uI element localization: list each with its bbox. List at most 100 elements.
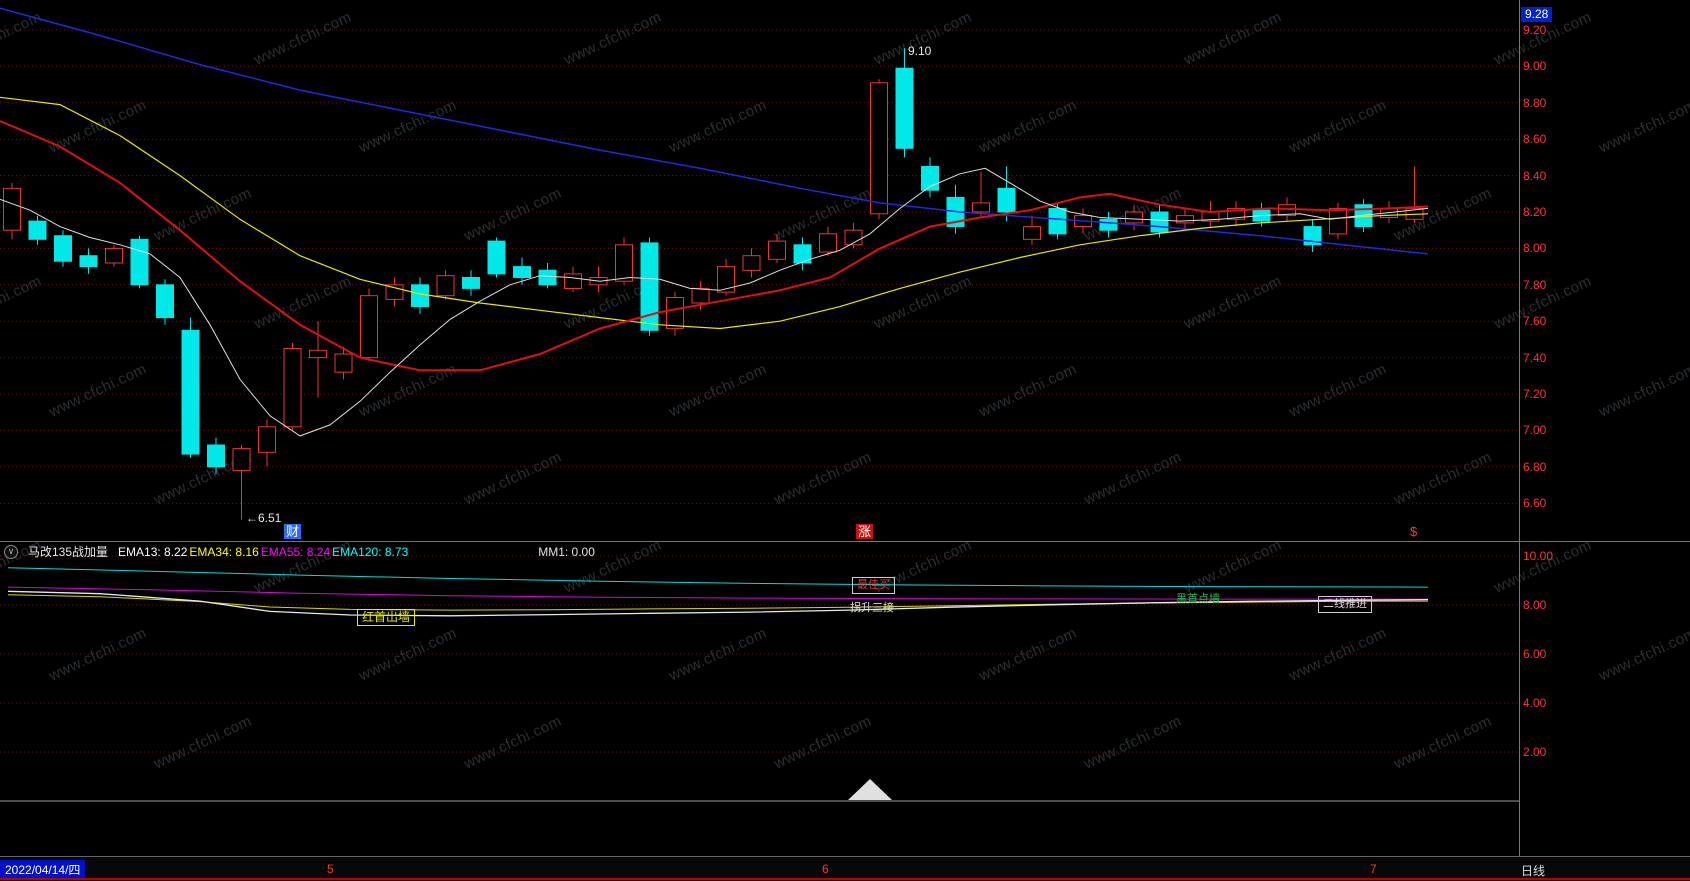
candle — [844, 222, 863, 249]
high-price-annotation: 9.10 — [908, 44, 932, 58]
candle — [564, 266, 582, 293]
candle — [1099, 212, 1118, 238]
price-axis-label: 7.00 — [1523, 423, 1547, 438]
price-axis-label: 8.00 — [1523, 241, 1547, 256]
month-label: 6 — [822, 862, 829, 876]
indicator-title[interactable]: 马改135战加量 — [28, 545, 109, 559]
candle — [334, 346, 353, 380]
mm1-value: MM1: 0.00 — [538, 544, 595, 559]
indicator-annotation: 拐升三接 — [850, 602, 894, 614]
ema-value-label: EMA34: 8.16 — [189, 544, 259, 559]
price-axis-label: 8.20 — [1523, 205, 1547, 219]
price-axis-label: 9.20 — [1523, 23, 1547, 37]
candle — [1176, 208, 1194, 231]
ema-values: EMA13: 8.22 EMA34: 8.16 EMA55: 8.24 EMA120:… — [118, 545, 410, 559]
panel-divider — [0, 541, 1690, 542]
candle — [717, 259, 735, 296]
price-axis-label: 6.60 — [1523, 496, 1547, 511]
ma-red-line — [0, 120, 1429, 372]
candle — [819, 226, 837, 256]
candle — [130, 235, 149, 289]
candle — [258, 419, 276, 467]
ma-blue-line — [0, 7, 1429, 255]
candle — [360, 288, 378, 362]
candle — [640, 237, 659, 336]
price-axis-label: 6.80 — [1523, 459, 1547, 474]
candle — [513, 257, 531, 285]
indicator-axis-label: 2.00 — [1523, 745, 1547, 759]
indicator-annotation: 黑首点墙 — [1176, 593, 1220, 605]
candle — [156, 279, 174, 325]
ema120-line — [7, 567, 1429, 588]
candle — [105, 244, 123, 267]
candle — [3, 182, 21, 240]
indicator-axis-label: 10.00 — [1523, 549, 1554, 563]
indicator-annotation: 二线推进 — [1318, 596, 1372, 613]
signal-marker: 财 — [284, 524, 302, 539]
signal-marker: $ — [1410, 524, 1418, 539]
watermark-text: www.cfchi.com — [1596, 360, 1690, 421]
candle — [462, 270, 480, 296]
price-axis-label: 8.80 — [1523, 95, 1547, 110]
candle — [385, 277, 404, 307]
candle — [895, 48, 914, 158]
main-price-chart[interactable] — [0, 0, 1519, 541]
candle — [1125, 204, 1143, 231]
candle — [487, 237, 506, 278]
candle — [181, 317, 200, 458]
candle — [615, 237, 633, 285]
candle — [207, 437, 225, 475]
ema-value-label: EMA13: 8.22 — [118, 544, 188, 559]
price-axis-label: 8.60 — [1523, 132, 1547, 147]
indicator-axis-label: 4.00 — [1523, 696, 1547, 710]
indicator-annotation: 最佳买 — [852, 577, 895, 594]
candle — [870, 79, 888, 220]
indicator-axis-label: 8.00 — [1523, 598, 1547, 612]
timeline-bar: 2022/04/14/四 5 6 7 日线 — [0, 856, 1690, 881]
bottom-red-line — [0, 878, 1690, 880]
indicator-header: ∨ 马改135战加量 EMA13: 8.22 EMA34: 8.16 EMA55: … — [4, 543, 595, 560]
indicator-axis-label: 6.00 — [1523, 647, 1547, 661]
candle — [1303, 219, 1322, 252]
candle — [1329, 202, 1347, 240]
ema55-line — [7, 586, 1428, 600]
axis-separator — [1519, 0, 1520, 856]
ema13-line — [7, 590, 1429, 617]
candle — [946, 184, 965, 234]
candle — [1023, 215, 1041, 245]
signal-triangle-marker — [848, 779, 892, 800]
candle — [666, 292, 684, 336]
candle — [411, 277, 429, 314]
period-label[interactable]: 日线 — [1521, 864, 1546, 878]
indicator-chart[interactable] — [0, 545, 1519, 855]
candle — [54, 230, 72, 267]
price-max-badge: 9.28 — [1521, 7, 1553, 22]
ema-value-label: EMA120: 8.73 — [332, 544, 409, 559]
candle — [1048, 202, 1067, 240]
price-axis-label: 7.20 — [1523, 387, 1547, 401]
ma-white-line — [0, 167, 1429, 437]
signal-marker: 涨 — [856, 524, 874, 539]
date-badge: 2022/04/14/四 — [0, 860, 86, 879]
price-axis-label: 9.00 — [1523, 59, 1547, 74]
candle — [309, 321, 327, 398]
chevron-down-circle-icon[interactable]: ∨ — [4, 544, 18, 559]
candle — [972, 172, 990, 218]
watermark-text: www.cfchi.com — [1596, 96, 1690, 157]
price-axis-label: 7.40 — [1523, 350, 1547, 365]
ema-value-label: EMA55: 8.24 — [260, 544, 331, 559]
price-axis-label: 8.40 — [1523, 168, 1547, 183]
month-label: 5 — [327, 862, 334, 876]
candle — [1201, 201, 1220, 227]
price-axis-label: 7.60 — [1523, 314, 1547, 329]
candle — [436, 270, 455, 300]
price-axis-label: 7.80 — [1523, 277, 1547, 292]
indicator-annotation: 红首出墙 — [357, 609, 416, 626]
candle — [1227, 201, 1245, 227]
candle — [79, 248, 98, 274]
candle — [283, 343, 302, 431]
candle — [589, 266, 608, 293]
candle — [997, 166, 1016, 222]
candle — [28, 215, 47, 245]
